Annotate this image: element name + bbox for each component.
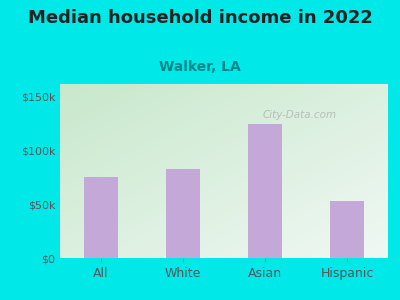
Text: Walker, LA: Walker, LA — [159, 60, 241, 74]
Bar — [166, 169, 200, 258]
Bar — [84, 177, 118, 258]
Text: Median household income in 2022: Median household income in 2022 — [28, 9, 372, 27]
Bar — [248, 124, 282, 258]
Bar — [330, 201, 364, 258]
Text: City-Data.com: City-Data.com — [262, 110, 336, 120]
